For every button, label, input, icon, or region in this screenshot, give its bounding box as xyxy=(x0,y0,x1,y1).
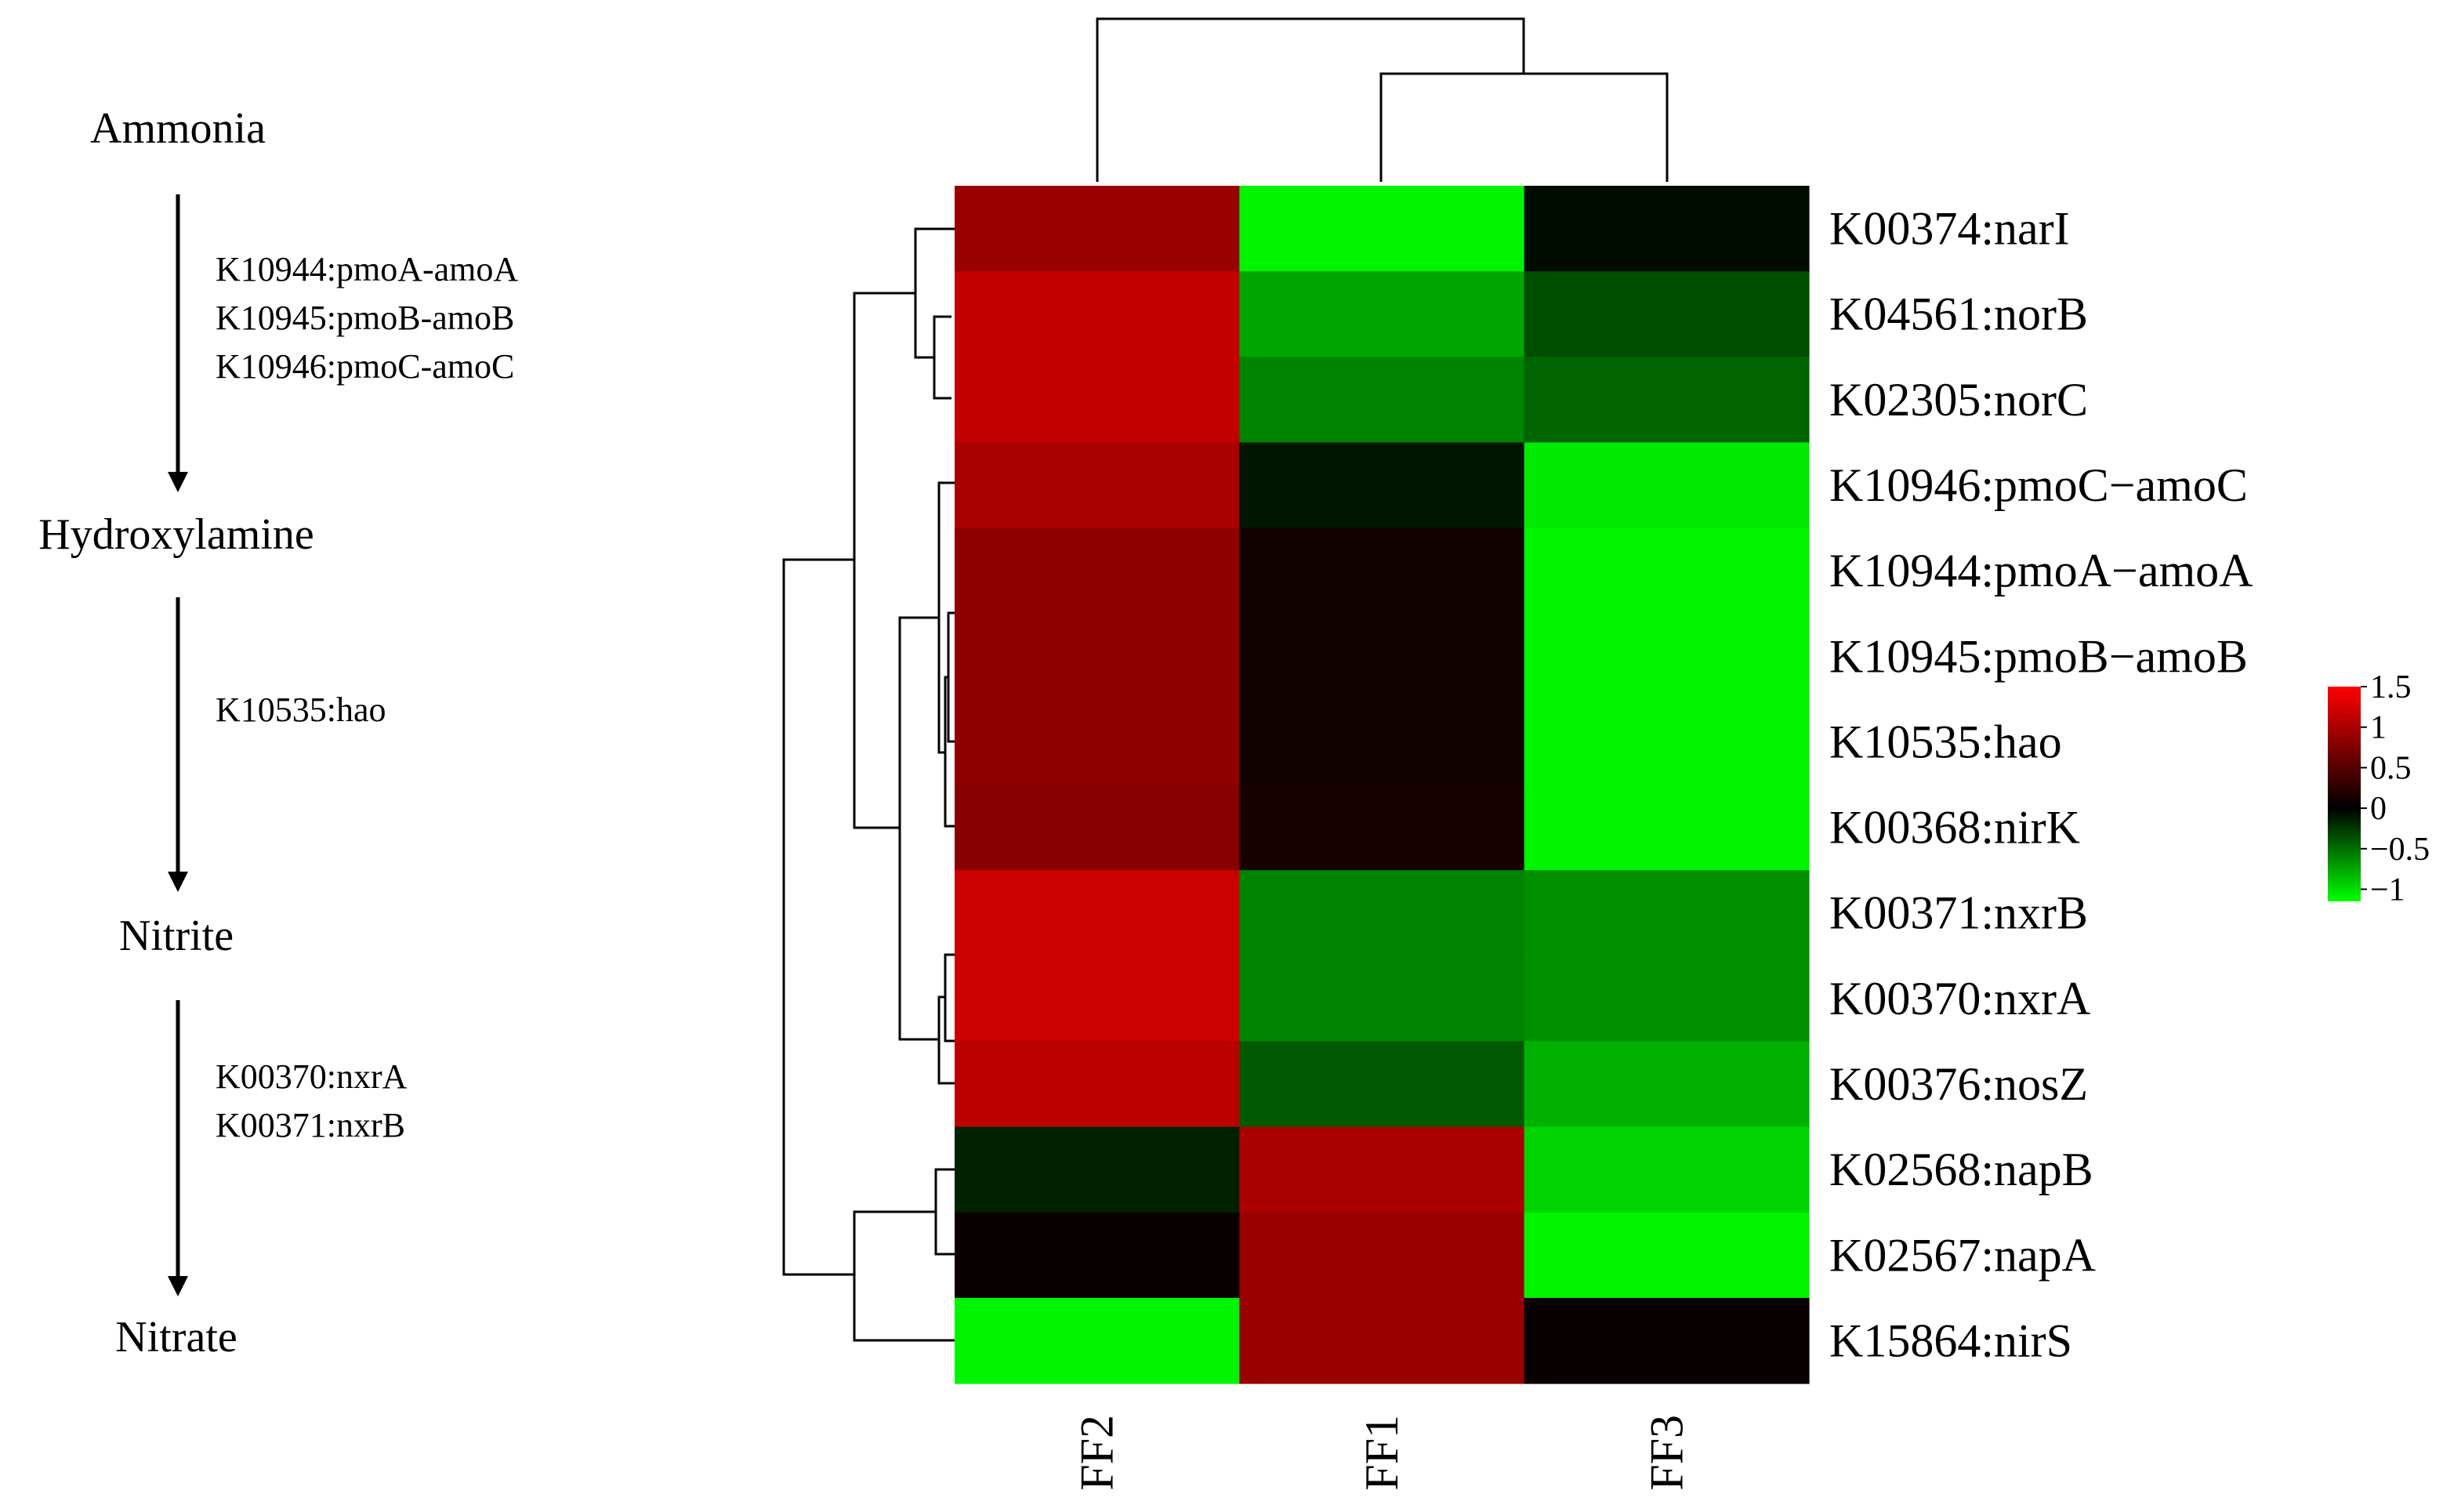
heatmap-cell xyxy=(955,271,1240,357)
heatmap-cell xyxy=(955,1212,1240,1299)
color-legend-bar xyxy=(2328,687,2361,901)
heatmap-cell xyxy=(955,186,1240,272)
pathway-arrow-1 xyxy=(168,194,188,492)
pathway-gene: K10944:pmoA-amoA xyxy=(216,250,518,288)
heatmap-cell xyxy=(1239,442,1525,529)
color-legend: 1.5 1 0.5 0 −0.5 −1 xyxy=(2328,669,2430,908)
row-label: K00374:narI xyxy=(1829,203,2070,255)
row-label: K00376:nosZ xyxy=(1829,1058,2088,1110)
row-label: K00368:nirK xyxy=(1829,802,2080,854)
pathway-compound-2: Nitrite xyxy=(119,912,234,960)
heatmap-cell xyxy=(955,1041,1240,1128)
heatmap-cell xyxy=(955,357,1240,444)
row-label: K02568:napB xyxy=(1829,1144,2093,1195)
heatmap-cell xyxy=(1239,271,1525,357)
heatmap-cell xyxy=(1524,442,1810,529)
row-label: K10945:pmoB−amoB xyxy=(1829,630,2248,682)
heatmap-cell xyxy=(1239,698,1525,785)
heatmap-cell xyxy=(1524,870,1810,956)
row-label: K02567:napA xyxy=(1829,1229,2096,1281)
pathway-gene: K10945:pmoB-amoB xyxy=(216,299,514,337)
heatmap-cell xyxy=(1239,528,1525,615)
heatmap-cell xyxy=(1524,528,1810,615)
heatmap-cell xyxy=(1239,1297,1525,1384)
pathway-gene: K10535:hao xyxy=(216,691,386,729)
heatmap-cell xyxy=(955,698,1240,785)
legend-tick-label: 1 xyxy=(2370,710,2387,746)
column-label: FF2 xyxy=(1071,1415,1123,1491)
heatmap-cell xyxy=(1524,1126,1810,1213)
legend-tick-label: 1.5 xyxy=(2370,669,2412,705)
heatmap-cell xyxy=(955,1297,1240,1384)
pathway-gene: K10946:pmoC-amoC xyxy=(216,347,514,386)
legend-tick-label: 0.5 xyxy=(2370,750,2412,786)
heatmap-cell xyxy=(1524,613,1810,700)
heatmap-cell xyxy=(1524,1041,1810,1128)
row-label: K15864:nirS xyxy=(1829,1314,2072,1366)
heatmap-cell xyxy=(955,1126,1240,1213)
heatmap-cell xyxy=(1239,357,1525,444)
row-label: K10535:hao xyxy=(1829,716,2062,767)
heatmap-cell xyxy=(1524,955,1810,1042)
row-label: K00370:nxrA xyxy=(1829,973,2090,1024)
heatmap-cell xyxy=(1524,1212,1810,1299)
pathway-compound-0: Ammonia xyxy=(90,104,266,153)
pathway-panel: Ammonia Hydroxylamine Nitrite Nitrate K1… xyxy=(38,104,518,1362)
row-label: K00371:nxrB xyxy=(1829,887,2088,939)
heatmap-cell xyxy=(1239,1212,1525,1299)
legend-tick-label: −1 xyxy=(2370,872,2405,908)
heatmap-cell xyxy=(955,870,1240,956)
pathway-arrow-2 xyxy=(168,597,188,892)
column-label: FF3 xyxy=(1640,1415,1692,1491)
pathway-compound-3: Nitrate xyxy=(115,1313,237,1362)
pathway-compound-1: Hydroxylamine xyxy=(38,510,314,559)
row-labels: K00374:narI K04561:norB K02305:norC K10946:… xyxy=(1829,203,2253,1367)
heatmap-cell xyxy=(1524,357,1810,444)
heatmap-cell xyxy=(955,613,1240,700)
row-label: K10944:pmoA−amoA xyxy=(1829,545,2253,596)
heatmap-cell xyxy=(1239,870,1525,956)
color-legend-ticks: 1.5 1 0.5 0 −0.5 −1 xyxy=(2361,669,2430,908)
row-label: K02305:norC xyxy=(1829,374,2088,426)
heatmap-cells xyxy=(955,186,1810,1384)
heatmap-cell xyxy=(955,528,1240,615)
heatmap-cell xyxy=(1524,1297,1810,1384)
row-label: K04561:norB xyxy=(1829,288,2088,340)
heatmap-cell xyxy=(955,785,1240,871)
heatmap-cell xyxy=(955,955,1240,1042)
heatmap-cell xyxy=(1239,613,1525,700)
heatmap-cell xyxy=(1239,1126,1525,1213)
heatmap-cell xyxy=(1239,186,1525,272)
pathway-gene: K00371:nxrB xyxy=(216,1106,405,1144)
pathway-arrow-3 xyxy=(168,1000,188,1296)
heatmap-cell xyxy=(1239,955,1525,1042)
row-dendrogram xyxy=(782,227,955,1342)
legend-tick-label: 0 xyxy=(2370,791,2387,827)
column-dendrogram xyxy=(1096,17,1669,182)
legend-tick-label: −0.5 xyxy=(2370,832,2430,868)
heatmap-cell xyxy=(955,442,1240,529)
pathway-gene: K00370:nxrA xyxy=(216,1057,408,1096)
heatmap-cell xyxy=(1524,785,1810,871)
heatmap-cell xyxy=(1524,698,1810,785)
heatmap-cell xyxy=(1524,271,1810,357)
heatmap-cell xyxy=(1239,1041,1525,1128)
heatmap-cell xyxy=(1239,785,1525,871)
heatmap-cell xyxy=(1524,186,1810,272)
column-label: FF1 xyxy=(1356,1415,1408,1491)
row-label: K10946:pmoC−amoC xyxy=(1829,459,2248,511)
column-labels: FF2 FF1 FF3 xyxy=(1071,1415,1693,1491)
